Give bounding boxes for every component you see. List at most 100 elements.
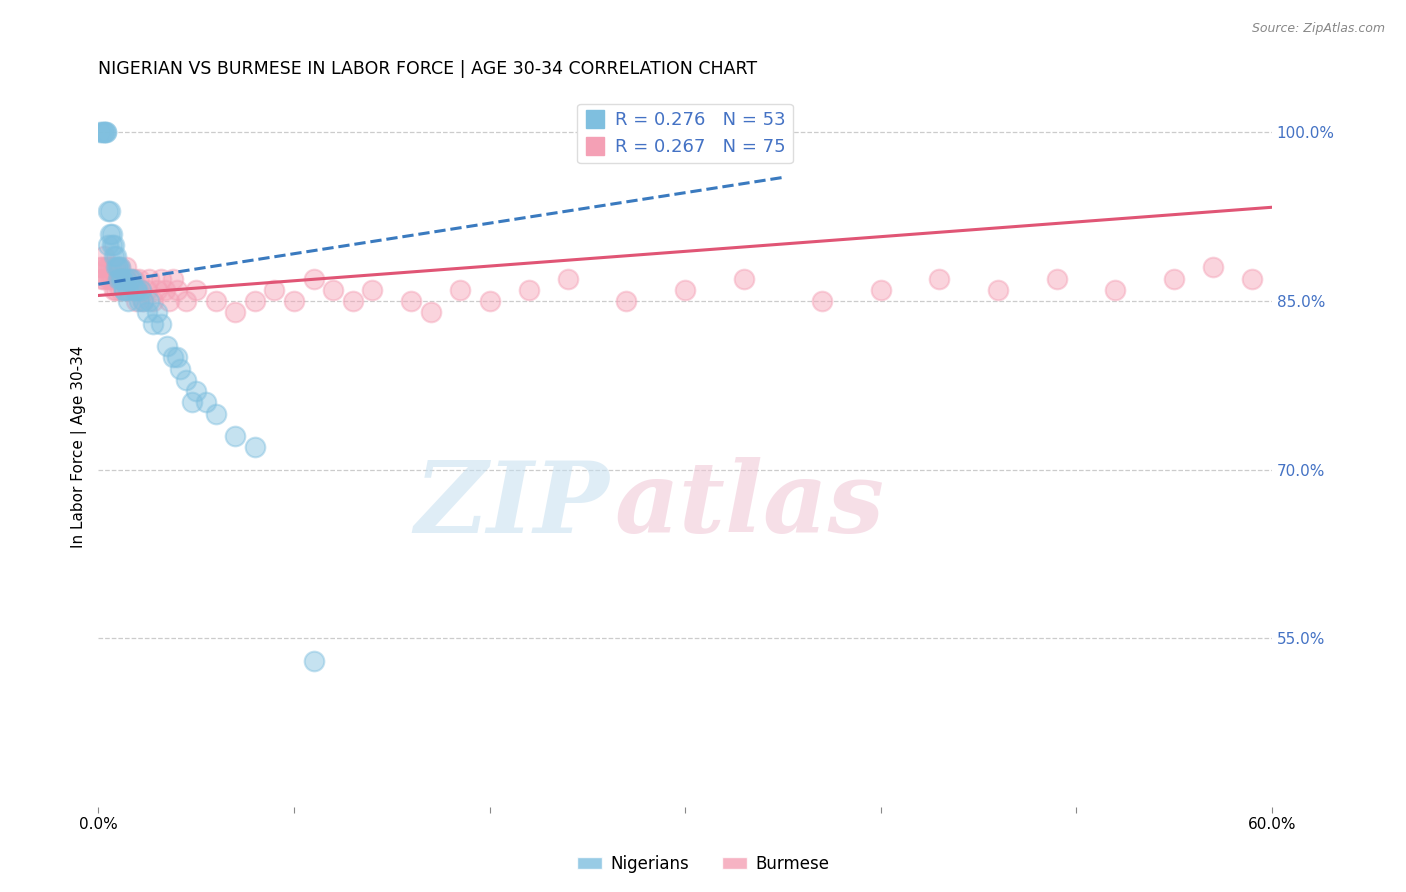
Point: [811, 294, 834, 309]
Point: [107, 260, 129, 275]
Point: [419, 305, 441, 319]
Point: [302, 271, 325, 285]
Point: [98, 204, 121, 219]
Point: [987, 283, 1010, 297]
Point: [108, 283, 131, 297]
Point: [136, 305, 159, 319]
Point: [243, 440, 266, 454]
Point: [121, 283, 143, 297]
Point: [138, 294, 160, 309]
Point: [283, 294, 305, 309]
Point: [342, 294, 364, 309]
Point: [103, 283, 125, 297]
Point: [93, 271, 115, 285]
Point: [93, 125, 115, 139]
Text: ZIP: ZIP: [413, 457, 609, 553]
Point: [186, 384, 208, 398]
Point: [1241, 271, 1264, 285]
Point: [96, 260, 118, 275]
Point: [108, 260, 131, 275]
Point: [93, 249, 115, 263]
Point: [361, 283, 384, 297]
Point: [128, 271, 150, 285]
Point: [121, 271, 143, 285]
Point: [98, 271, 121, 285]
Point: [673, 283, 696, 297]
Point: [149, 271, 172, 285]
Point: [97, 238, 120, 252]
Point: [111, 271, 134, 285]
Point: [186, 283, 208, 297]
Point: [104, 283, 127, 297]
Point: [132, 294, 155, 309]
Legend: R = 0.276   N = 53, R = 0.267   N = 75: R = 0.276 N = 53, R = 0.267 N = 75: [578, 103, 793, 163]
Point: [104, 249, 127, 263]
Point: [91, 125, 114, 139]
Point: [142, 294, 165, 309]
Point: [224, 429, 246, 443]
Point: [1046, 271, 1069, 285]
Point: [103, 249, 125, 263]
Point: [131, 283, 153, 297]
Point: [156, 339, 179, 353]
Point: [114, 271, 136, 285]
Point: [204, 407, 226, 421]
Point: [166, 283, 188, 297]
Point: [104, 260, 127, 275]
Point: [176, 294, 198, 309]
Text: atlas: atlas: [614, 457, 884, 553]
Point: [96, 125, 118, 139]
Point: [1104, 283, 1126, 297]
Point: [114, 260, 136, 275]
Point: [166, 351, 188, 365]
Point: [98, 227, 121, 241]
Point: [263, 283, 285, 297]
Point: [194, 395, 217, 409]
Point: [176, 373, 198, 387]
Y-axis label: In Labor Force | Age 30-34: In Labor Force | Age 30-34: [72, 346, 87, 549]
Point: [146, 305, 169, 319]
Point: [108, 260, 131, 275]
Point: [118, 271, 141, 285]
Point: [114, 271, 136, 285]
Point: [111, 271, 134, 285]
Point: [1163, 271, 1185, 285]
Point: [322, 283, 344, 297]
Point: [118, 271, 141, 285]
Point: [1358, 530, 1381, 544]
Point: [136, 283, 159, 297]
Point: [162, 271, 184, 285]
Point: [107, 271, 129, 285]
Point: [131, 283, 153, 297]
Point: [91, 271, 114, 285]
Point: [112, 283, 135, 297]
Point: [733, 271, 755, 285]
Point: [162, 351, 184, 365]
Text: Source: ZipAtlas.com: Source: ZipAtlas.com: [1251, 22, 1385, 36]
Point: [127, 283, 149, 297]
Point: [142, 317, 165, 331]
Point: [107, 271, 129, 285]
Point: [517, 283, 540, 297]
Text: NIGERIAN VS BURMESE IN LABOR FORCE | AGE 30-34 CORRELATION CHART: NIGERIAN VS BURMESE IN LABOR FORCE | AGE…: [98, 60, 758, 78]
Point: [97, 260, 120, 275]
Point: [616, 294, 638, 309]
Point: [97, 204, 120, 219]
Point: [111, 271, 134, 285]
Point: [122, 283, 145, 297]
Point: [1398, 485, 1406, 500]
Point: [153, 283, 176, 297]
Point: [91, 260, 114, 275]
Point: [557, 271, 579, 285]
Point: [478, 294, 501, 309]
Point: [128, 294, 150, 309]
Point: [98, 260, 121, 275]
Point: [97, 271, 120, 285]
Point: [107, 260, 129, 275]
Point: [93, 125, 115, 139]
Point: [146, 283, 169, 297]
Point: [103, 238, 125, 252]
Legend: Nigerians, Burmese: Nigerians, Burmese: [569, 848, 837, 880]
Point: [112, 283, 135, 297]
Point: [101, 227, 124, 241]
